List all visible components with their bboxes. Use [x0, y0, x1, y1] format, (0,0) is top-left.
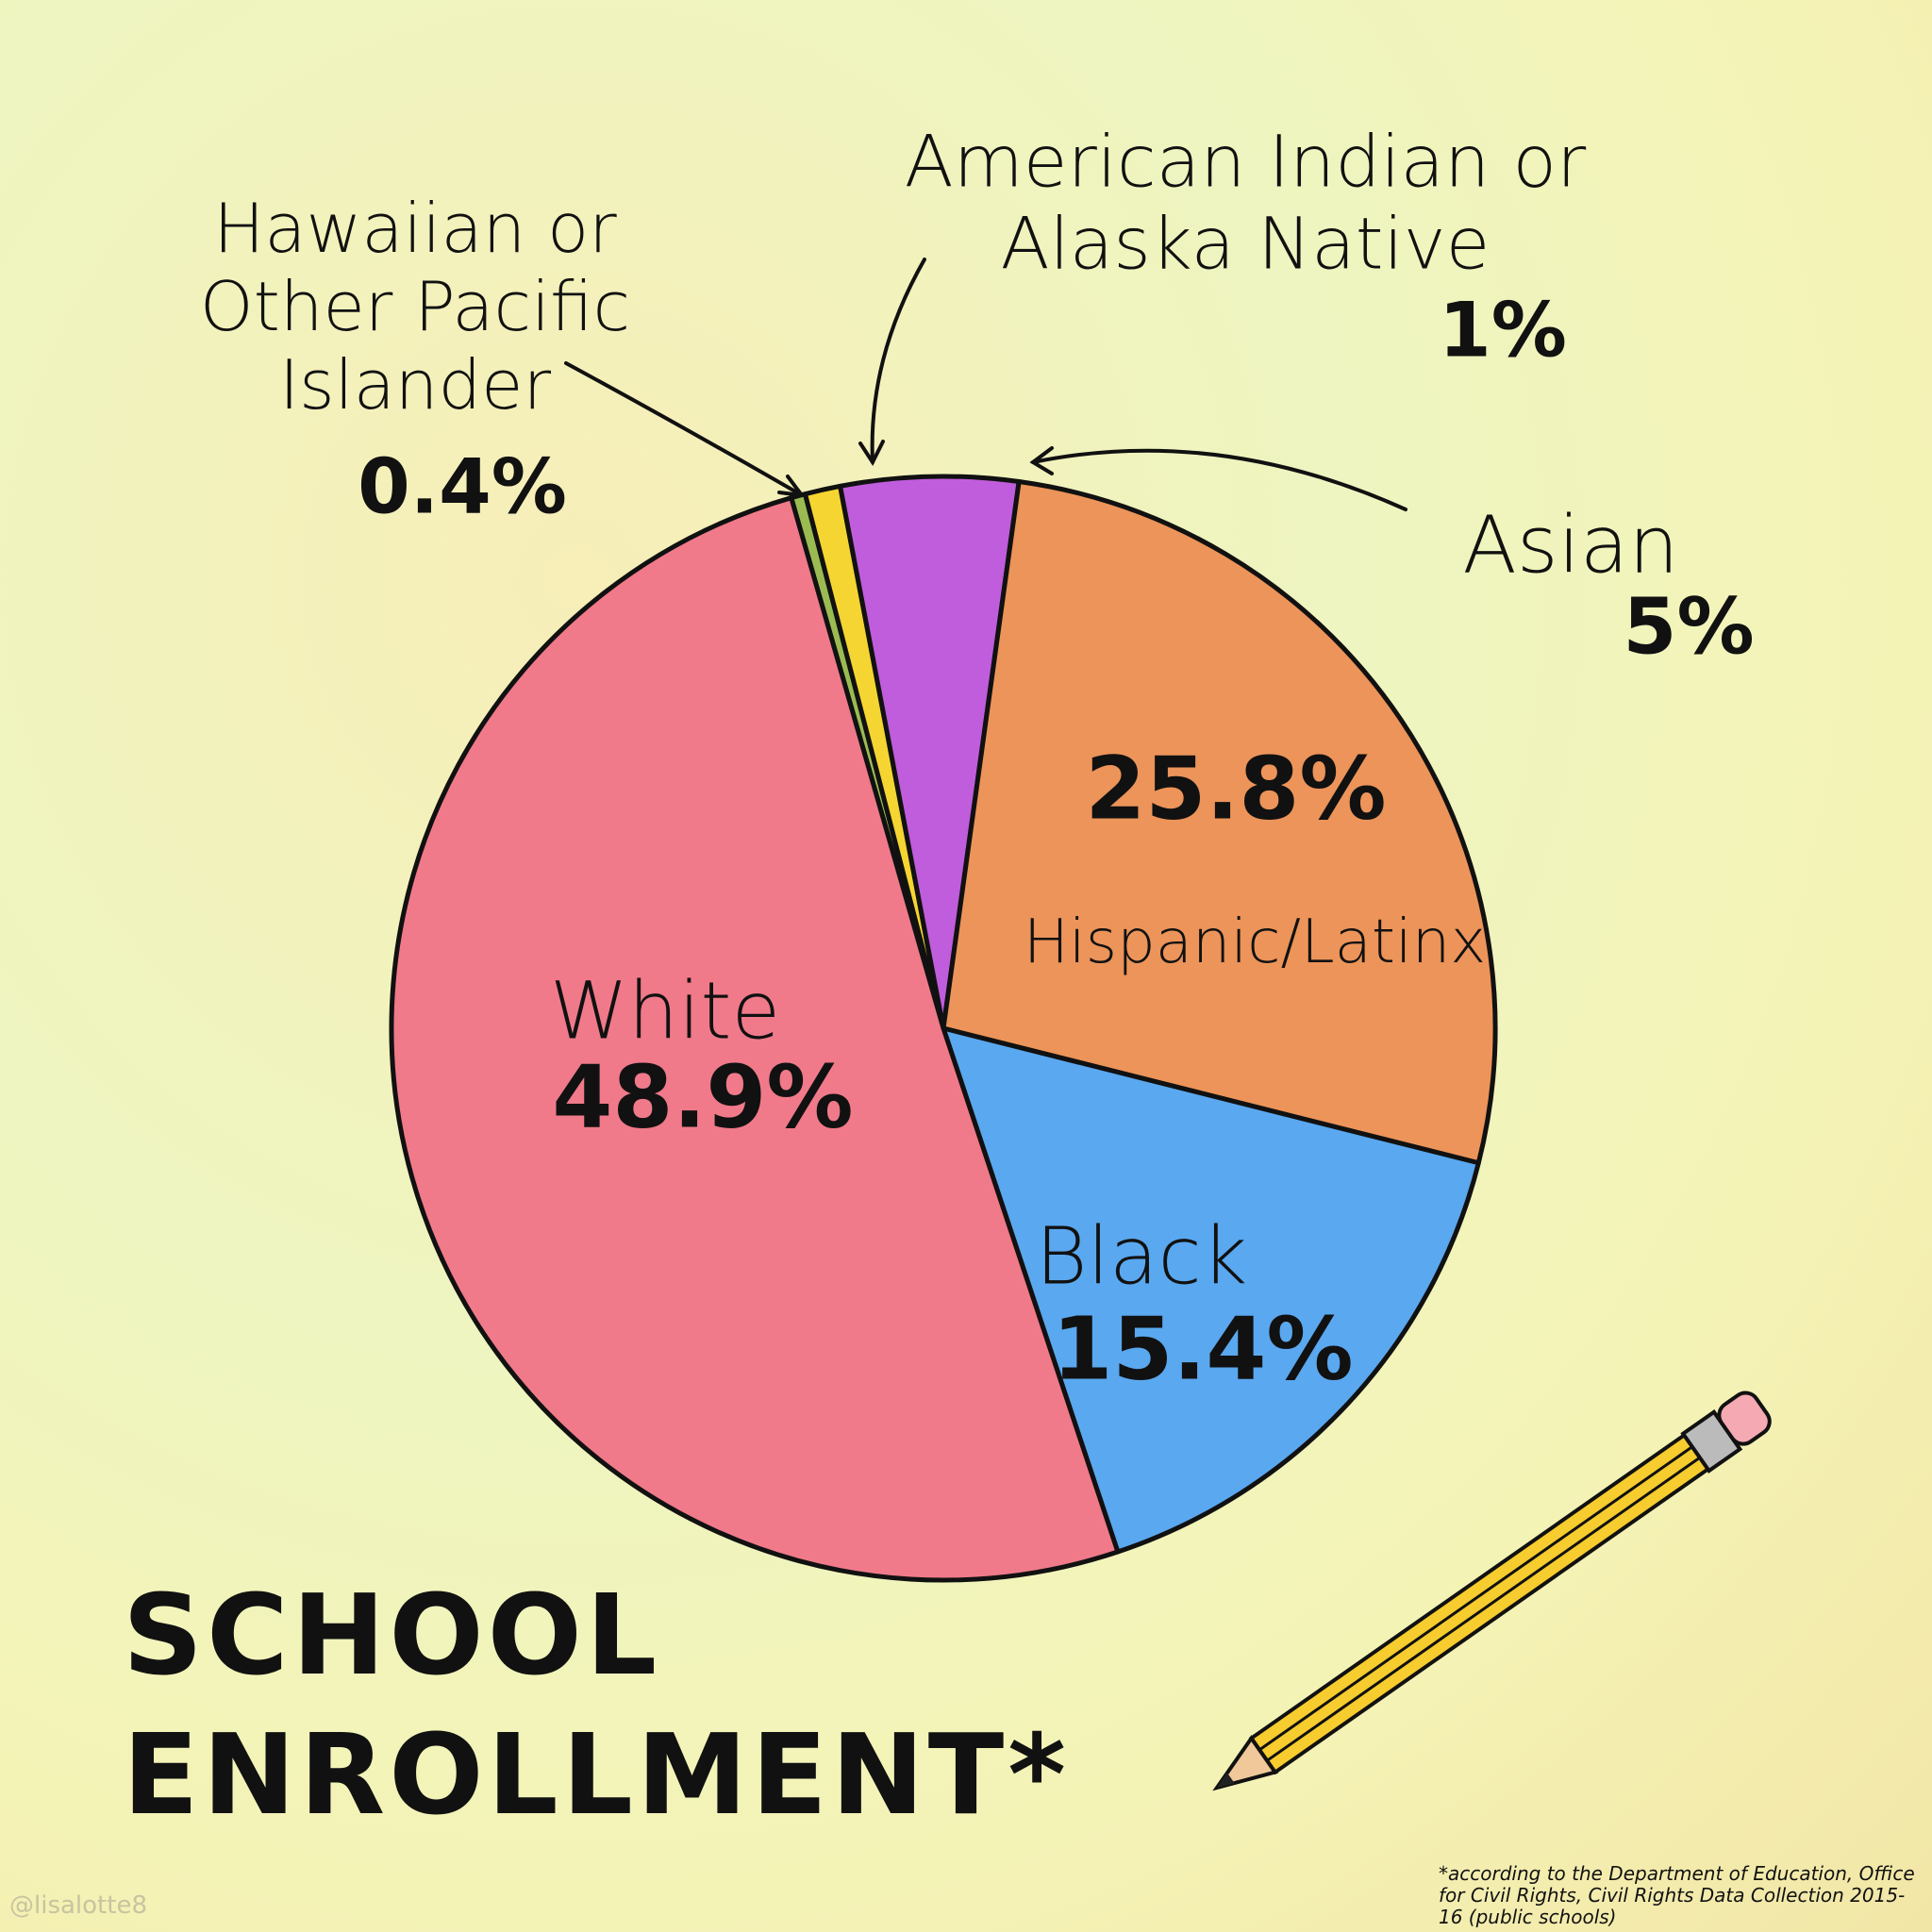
arrow-head	[858, 440, 885, 467]
value-label: 25.8%	[1085, 738, 1387, 840]
category-label: Asian	[1462, 498, 1679, 591]
arrow	[1031, 448, 1407, 511]
value-label: 0.4%	[358, 442, 567, 531]
pie-slice	[838, 474, 1022, 1031]
arrow-head	[1029, 446, 1054, 475]
value-label: 15.4%	[1052, 1298, 1354, 1400]
chart-title: SCHOOL ENROLLMENT*	[123, 1570, 1070, 1840]
pie-slice	[389, 495, 1121, 1583]
category-label: Hawaiian or Other Pacific Islander	[199, 188, 631, 425]
value-label: 5%	[1623, 582, 1755, 673]
pencil-eraser	[1717, 1391, 1772, 1446]
value-label: 1%	[1439, 286, 1567, 375]
pie-slice	[941, 1025, 1481, 1555]
arrow	[870, 258, 926, 464]
pencil-line	[1266, 1456, 1701, 1762]
pie	[389, 474, 1498, 1583]
pencil-line	[1258, 1445, 1693, 1752]
category-label: American Indian or Alaska Native	[904, 119, 1587, 286]
value-label: 48.9%	[552, 1046, 854, 1148]
credit: @lisalotte8	[9, 1891, 147, 1920]
pencil-lead	[1217, 1772, 1235, 1788]
category-label: Hispanic/Latinx	[1023, 908, 1487, 978]
footnote: *according to the Department of Educatio…	[1439, 1862, 1915, 1928]
category-label: Black	[1035, 1209, 1248, 1303]
pencil-body	[1248, 1432, 1711, 1775]
arrow	[564, 361, 804, 497]
pencil	[1212, 1391, 1772, 1791]
pie-slice	[941, 479, 1498, 1166]
arrows	[564, 258, 1407, 511]
category-label: White	[549, 964, 781, 1058]
